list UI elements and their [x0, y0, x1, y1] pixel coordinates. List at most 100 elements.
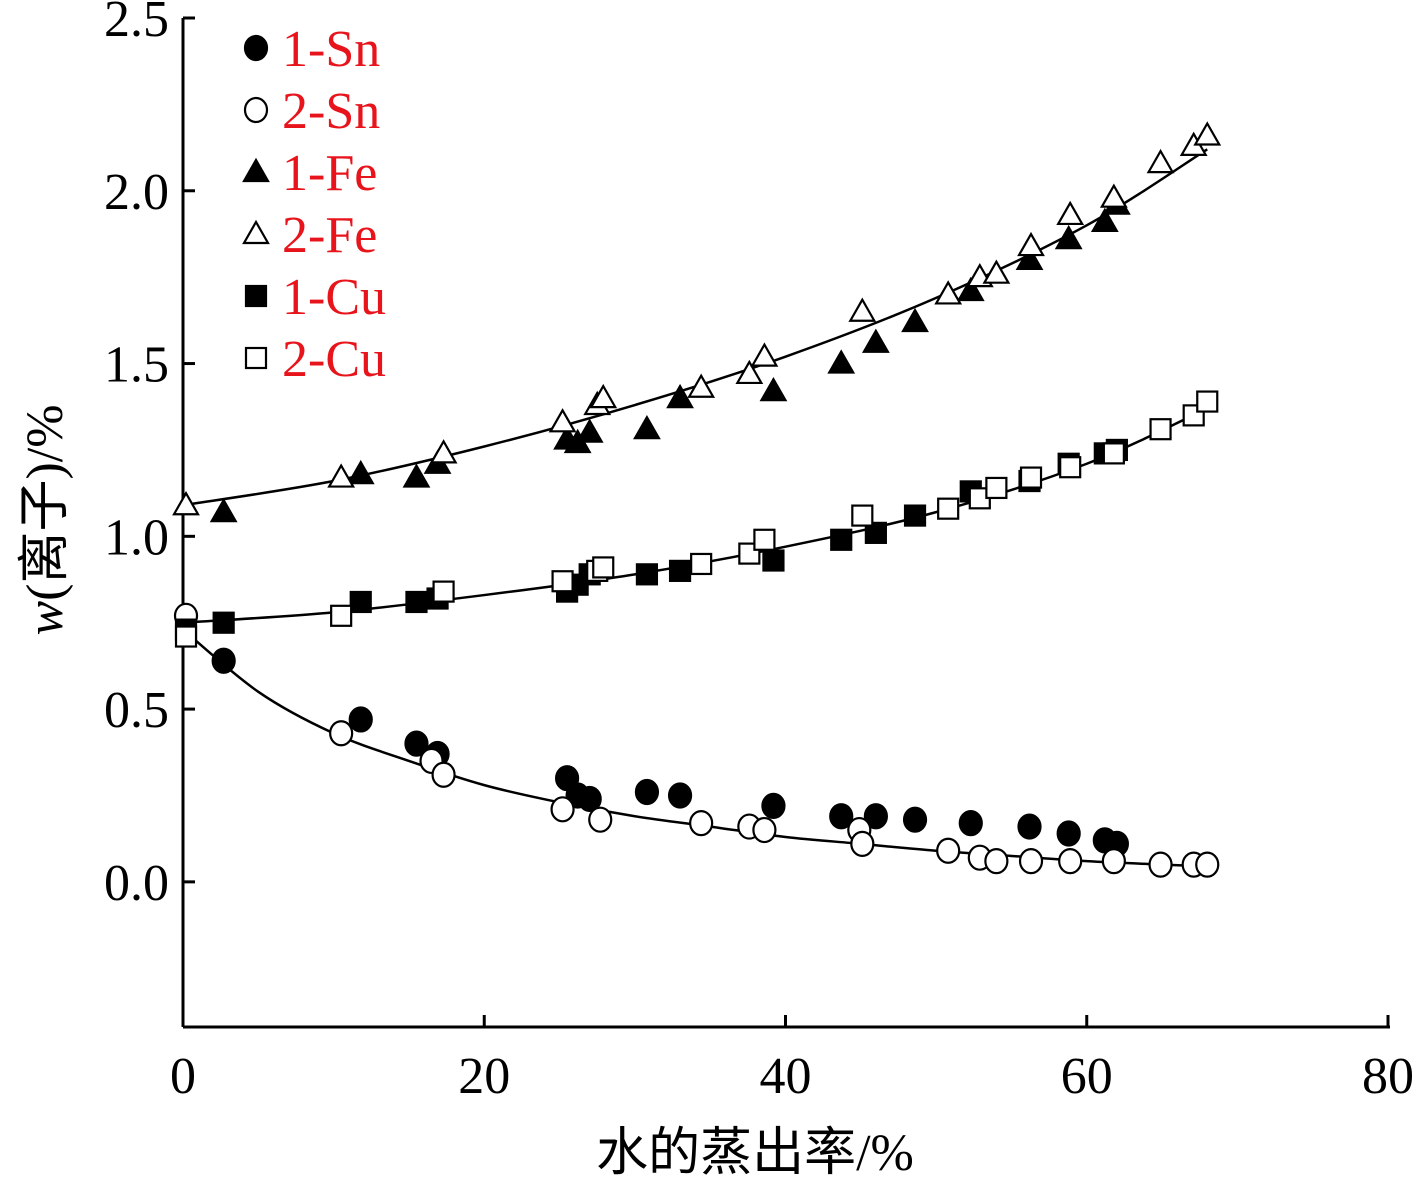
x-tick-label: 40 [760, 1048, 812, 1105]
data-point-2-sn [329, 720, 354, 747]
data-point-1-fe [901, 307, 929, 333]
y-tick-label: 2.5 [104, 0, 169, 48]
data-point-2-sn [550, 796, 575, 823]
data-point-2-fe [1146, 148, 1175, 174]
legend-label-1-fe: 1-Fe [282, 145, 377, 202]
legend-marker-2-sn [243, 96, 269, 124]
data-point-1-fe [1015, 245, 1044, 270]
data-point-2-fe [687, 373, 716, 398]
y-axis-title: w(离子)/% [17, 404, 74, 635]
data-point-2-cu [1196, 390, 1219, 413]
data-point-2-sn [431, 761, 456, 788]
data-point-2-cu [690, 552, 713, 576]
legend-marker-1-fe [242, 157, 270, 183]
y-axis-title-symbol: w [17, 601, 74, 636]
data-point-1-cu [349, 590, 372, 614]
data-point-2-cu [1102, 442, 1125, 465]
data-point-1-cu [864, 521, 887, 544]
data-point-2-sn [1018, 848, 1044, 875]
fit-line [182, 407, 1208, 624]
data-point-2-fe [848, 297, 877, 322]
data-point-1-fe [861, 328, 890, 353]
data-point-1-sn [634, 778, 660, 806]
data-point-1-fe [956, 276, 985, 302]
data-point-2-cu [174, 625, 198, 648]
y-axis-title-text: (离子)/% [17, 404, 74, 600]
data-point-2-cu [330, 604, 353, 627]
data-point-1-fe [633, 414, 661, 440]
data-point-2-cu [753, 528, 776, 551]
x-tick-label: 0 [170, 1048, 196, 1105]
x-tick-label: 60 [1061, 1048, 1113, 1105]
data-point-1-fe [666, 383, 694, 409]
data-point-2-sn [752, 816, 777, 844]
data-point-2-fe [750, 342, 779, 367]
data-point-1-sn [348, 706, 373, 733]
y-tick-label: 2.0 [104, 164, 169, 221]
data-point-1-sn [1017, 813, 1042, 840]
fit-line [182, 148, 1208, 507]
data-point-2-sn [588, 806, 613, 833]
y-tick-label: 1.5 [104, 337, 169, 394]
data-point-1-fe [759, 376, 788, 402]
data-point-2-fe [172, 491, 200, 516]
data-point-1-fe [402, 463, 431, 488]
legend-label-1-cu: 1-Cu [282, 269, 386, 326]
data-point-2-cu [937, 497, 960, 520]
data-point-1-sn [761, 792, 786, 819]
data-point-1-cu [668, 559, 692, 582]
data-point-2-fe [735, 359, 764, 385]
data-points [172, 121, 1222, 878]
data-point-2-cu [985, 476, 1008, 500]
data-point-2-cu [1019, 466, 1043, 489]
y-tick-label: 0.5 [104, 682, 169, 739]
legend: 1-Sn2-Sn1-Fe2-Fe1-Cu2-Cu [242, 21, 386, 388]
data-point-1-fe [575, 418, 604, 443]
x-ticks: 0 20 40 60 80 [170, 1015, 1414, 1105]
legend-marker-2-fe [242, 219, 270, 245]
data-point-1-sn [902, 806, 928, 833]
legend-label-2-sn: 2-Sn [282, 83, 380, 140]
data-point-1-cu [830, 528, 853, 551]
data-point-2-fe [327, 463, 356, 488]
data-point-2-sn [1195, 851, 1220, 878]
data-point-1-cu [212, 611, 235, 634]
data-point-2-sn [1058, 848, 1083, 875]
data-point-1-cu [903, 504, 927, 527]
data-point-1-fe [1090, 207, 1119, 232]
data-point-1-fe [827, 349, 856, 374]
legend-label-1-sn: 1-Sn [282, 21, 380, 78]
data-point-2-sn [1148, 851, 1173, 878]
legend-marker-2-cu [244, 346, 268, 370]
data-point-1-cu [762, 549, 785, 572]
data-point-1-sn [667, 782, 693, 809]
data-point-1-sn [829, 803, 854, 830]
legend-marker-1-sn [243, 34, 269, 62]
data-point-2-fe [1099, 183, 1128, 208]
data-point-1-fe [1054, 224, 1083, 250]
data-point-2-fe [548, 408, 577, 433]
data-point-2-cu [851, 504, 874, 527]
data-point-1-sn [404, 730, 429, 757]
data-point-1-sn [211, 647, 236, 674]
legend-label-2-fe: 2-Fe [282, 207, 377, 264]
x-tick-label: 80 [1362, 1048, 1414, 1105]
data-point-2-sn [984, 848, 1009, 875]
data-point-2-cu [1149, 418, 1172, 441]
data-point-1-fe [346, 459, 375, 485]
data-point-2-sn [1101, 848, 1126, 875]
x-axis-title: 水的蒸出率/% [596, 1125, 914, 1181]
data-point-2-cu [592, 556, 615, 579]
data-point-2-fe [1056, 200, 1085, 226]
data-point-2-sn [689, 810, 714, 837]
data-point-1-sn [958, 810, 983, 837]
y-tick-label: 0.0 [104, 855, 169, 912]
legend-marker-1-cu [244, 284, 268, 308]
data-point-2-cu [551, 570, 574, 593]
data-point-2-fe [1017, 231, 1045, 257]
data-point-1-sn [577, 785, 602, 813]
data-point-2-sn [936, 837, 961, 864]
data-point-2-cu [432, 580, 455, 603]
data-point-2-fe [429, 439, 458, 464]
